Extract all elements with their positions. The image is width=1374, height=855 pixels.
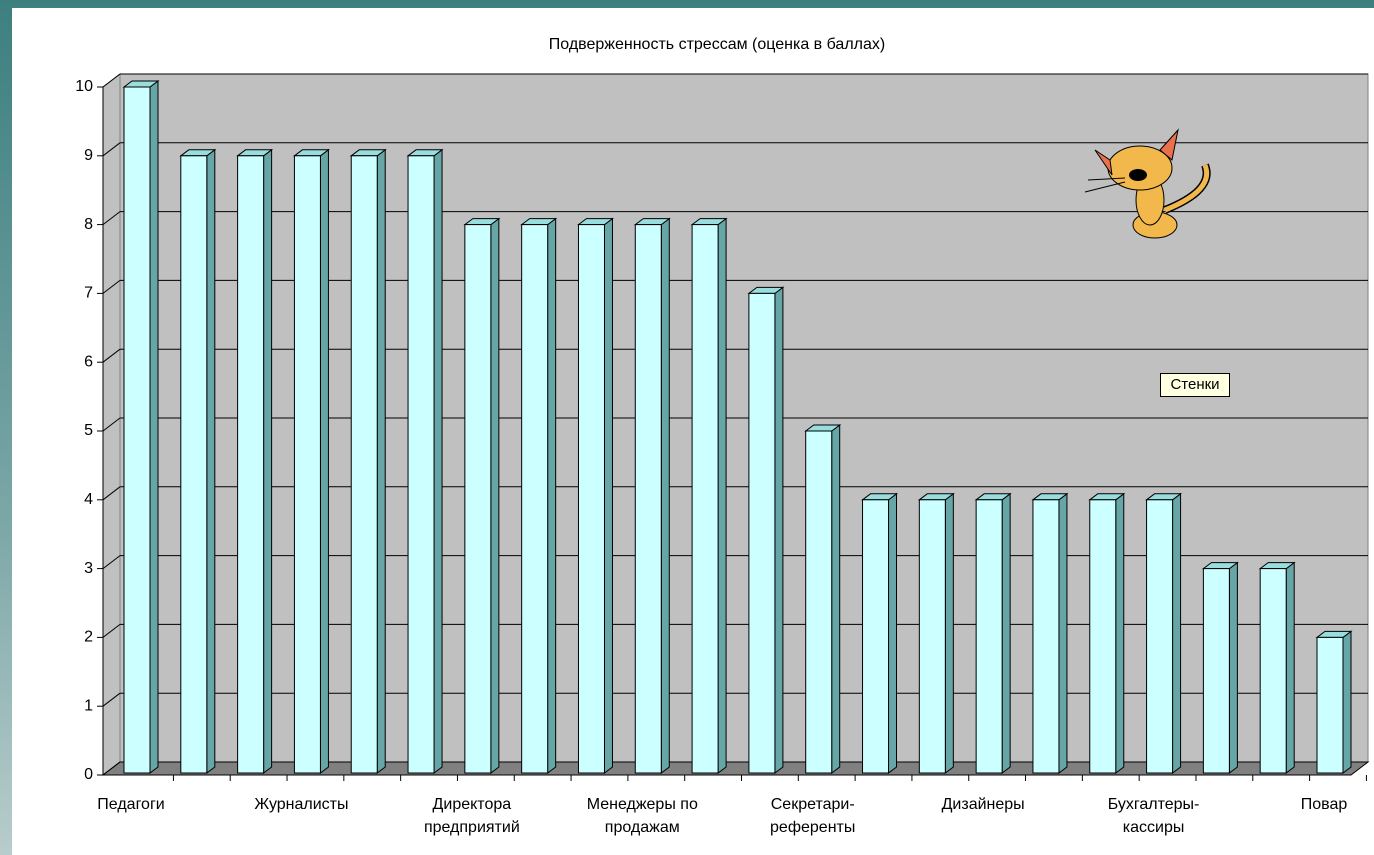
y-tick-label: 10: [75, 78, 93, 95]
bar: [1202, 568, 1230, 774]
grid-line: [102, 417, 121, 432]
grid-line: [102, 211, 121, 225]
y-tick-label: 3: [84, 560, 93, 577]
bar-side: [206, 148, 216, 774]
bar-side: [1228, 561, 1238, 774]
y-tick-label: 7: [84, 285, 93, 302]
bar: [293, 155, 321, 774]
x-tick-label: Педагоги: [97, 796, 165, 813]
bar: [1032, 499, 1060, 774]
grid-line: [102, 624, 121, 638]
bar-side: [149, 80, 159, 774]
bar-side: [888, 492, 898, 774]
x-tick-label: Дизайнеры: [941, 796, 1025, 813]
bar: [350, 155, 378, 774]
grid-line: [102, 280, 121, 294]
bar-side: [547, 217, 557, 774]
bar: [237, 155, 265, 774]
y-tick-label: 5: [84, 422, 93, 439]
bar: [180, 155, 208, 774]
y-tick-label: 4: [84, 491, 93, 508]
bar: [464, 224, 492, 774]
bar-side: [1342, 630, 1352, 774]
x-tick-label: Журналисты: [254, 796, 349, 813]
x-tick-label: Менеджеры по продажам: [586, 796, 698, 836]
x-tick-label: Повар: [1300, 796, 1348, 813]
y-tick-label: 6: [84, 353, 93, 370]
x-tick-label: Секретари- референты: [770, 796, 856, 836]
grid-line: [102, 142, 121, 157]
bar-side: [319, 148, 329, 774]
bar: [805, 430, 833, 774]
bar: [577, 224, 605, 774]
bar-side: [831, 424, 841, 774]
grid-line: [102, 692, 121, 707]
y-tick-label: 9: [84, 147, 93, 164]
y-tick-label: 2: [84, 629, 93, 646]
bar: [1089, 499, 1117, 774]
grid-line: [102, 555, 121, 569]
bar: [1259, 568, 1287, 774]
bar: [918, 499, 946, 774]
grid-line: [102, 348, 121, 363]
bar-side: [1172, 492, 1182, 774]
bar-side: [944, 492, 954, 774]
x-tick-label: Бухгалтеры- кассиры: [1107, 796, 1200, 836]
bar: [975, 499, 1003, 774]
bar: [407, 155, 435, 774]
bar-side: [1285, 561, 1295, 774]
bar-side: [1001, 492, 1011, 774]
bar: [1316, 636, 1344, 774]
bar-side: [1058, 492, 1068, 774]
bar: [862, 499, 890, 774]
bar-side: [433, 148, 443, 774]
bar-side: [603, 217, 613, 774]
bar: [123, 86, 151, 774]
y-tick-label: 8: [84, 216, 93, 233]
bar: [634, 224, 662, 774]
chart-title: Подверженность стрессам (оценка в баллах…: [549, 36, 885, 53]
bar-side: [376, 148, 386, 774]
grid-line: [102, 486, 121, 501]
bar-side: [660, 217, 670, 774]
bar-side: [1115, 492, 1125, 774]
grid-line: [102, 761, 121, 776]
bar: [748, 292, 776, 774]
cat-icon: [1084, 128, 1211, 239]
annotation: Стенки: [1160, 373, 1230, 397]
bar: [521, 224, 549, 774]
bar-side: [263, 148, 273, 774]
bar: [691, 224, 719, 774]
x-tick-label: Директора предприятий: [423, 796, 520, 836]
y-tick-label: 1: [84, 697, 93, 714]
bar: [1146, 499, 1174, 774]
grid-line: [102, 73, 121, 88]
bar-side: [490, 217, 500, 774]
y-tick-label: 0: [84, 766, 93, 783]
bar-side: [774, 286, 784, 774]
bar-side: [717, 217, 727, 774]
